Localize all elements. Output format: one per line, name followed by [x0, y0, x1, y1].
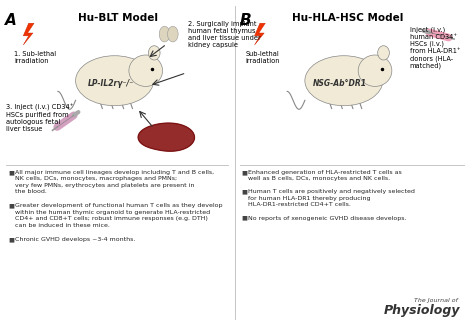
Text: Hu-HLA-HSC Model: Hu-HLA-HSC Model — [292, 13, 403, 23]
Text: Hu-BLT Model: Hu-BLT Model — [78, 13, 157, 23]
Ellipse shape — [305, 56, 383, 106]
Text: ■: ■ — [8, 237, 14, 242]
Text: Enhanced generation of HLA-restricted T cells as
well as B cells, DCs, monocytes: Enhanced generation of HLA-restricted T … — [248, 170, 402, 181]
Polygon shape — [255, 23, 265, 45]
Text: Human T cells are positively and negatively selected
for human HLA-DR1 thereby p: Human T cells are positively and negativ… — [248, 189, 415, 207]
Text: 3. Inject (i.v.) CD34⁺
HSCs purified from
autologous fetal
liver tissue: 3. Inject (i.v.) CD34⁺ HSCs purified fro… — [6, 103, 73, 132]
Text: A: A — [5, 13, 17, 28]
Ellipse shape — [378, 46, 389, 60]
Text: NSG-Ab°DR1: NSG-Ab°DR1 — [313, 79, 367, 88]
Text: LP-IL2rγ⁻/⁻: LP-IL2rγ⁻/⁻ — [88, 79, 134, 88]
Text: The Journal of: The Journal of — [414, 298, 458, 303]
Text: ■: ■ — [241, 170, 247, 175]
Polygon shape — [23, 23, 34, 45]
Ellipse shape — [358, 55, 392, 86]
Text: No reports of xenogeneic GVHD disease develops.: No reports of xenogeneic GVHD disease de… — [248, 215, 407, 221]
Text: ■: ■ — [241, 215, 247, 221]
Text: ■: ■ — [8, 203, 14, 208]
Ellipse shape — [167, 26, 178, 42]
Ellipse shape — [148, 46, 160, 60]
Text: Sub-lethal
irradiation: Sub-lethal irradiation — [246, 51, 280, 64]
Text: Greater development of functional human T cells as they develop
within the human: Greater development of functional human … — [15, 203, 223, 227]
Text: ■: ■ — [241, 189, 247, 194]
Text: ■: ■ — [8, 170, 14, 175]
Polygon shape — [138, 123, 194, 151]
Text: 1. Sub-lethal
irradiation: 1. Sub-lethal irradiation — [14, 51, 56, 64]
Ellipse shape — [159, 26, 170, 42]
Text: Physiology: Physiology — [383, 304, 460, 317]
Text: All major immune cell lineages develop including T and B cells,
NK cells, DCs, m: All major immune cell lineages develop i… — [15, 170, 214, 194]
Text: 2. Surgically implant
human fetal thymus
and liver tissue under
kidney capsule: 2. Surgically implant human fetal thymus… — [188, 21, 261, 48]
Text: B: B — [239, 13, 251, 28]
Ellipse shape — [129, 55, 163, 86]
Text: Chronic GVHD develops ~3-4 months.: Chronic GVHD develops ~3-4 months. — [15, 237, 136, 242]
Text: Inject (i.v.)
human CD34⁺
HSCs (i.v.)
from HLA-DR1⁺
donors (HLA-
matched): Inject (i.v.) human CD34⁺ HSCs (i.v.) fr… — [410, 26, 460, 69]
Ellipse shape — [75, 56, 154, 106]
